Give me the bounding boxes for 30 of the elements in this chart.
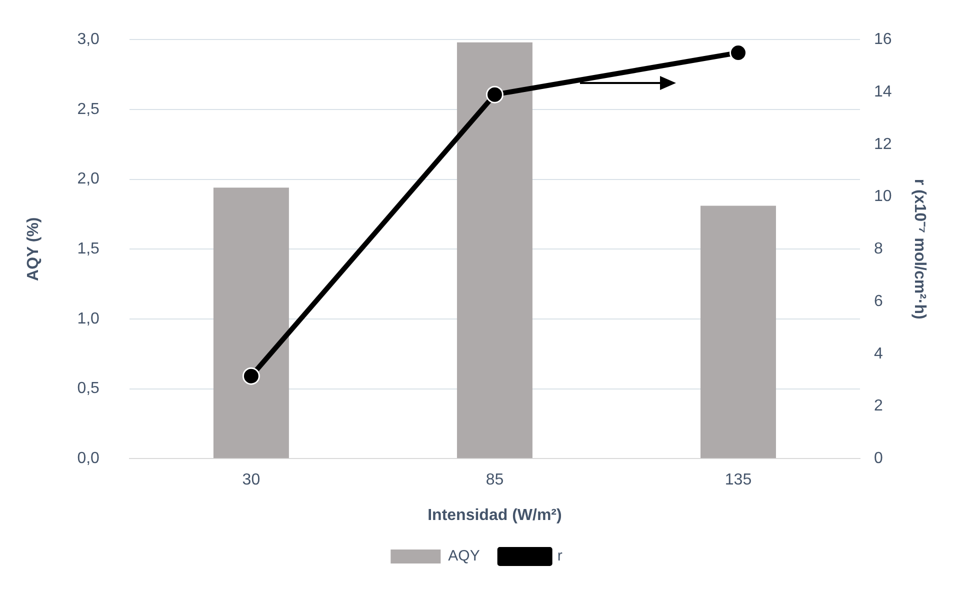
y-tick-label: 3,0 xyxy=(77,31,100,48)
y-tick-label: 0,5 xyxy=(77,380,100,398)
y2-tick-label: 4 xyxy=(874,345,884,362)
y2-tick-label: 6 xyxy=(874,292,884,310)
y-tick-label: 1,5 xyxy=(77,240,100,258)
x-axis-title: Intensidad (W/m²) xyxy=(428,506,562,524)
y-tick-label: 0,0 xyxy=(77,450,100,468)
bar xyxy=(456,42,532,458)
y2-tick-label: 12 xyxy=(874,136,892,153)
y2-axis-title: r (x10⁻⁷ mol/cm²·h) xyxy=(910,178,928,320)
point xyxy=(729,44,747,62)
point xyxy=(242,367,260,385)
x-tick-label: 30 xyxy=(242,472,260,489)
x-tick-label: 135 xyxy=(724,472,752,489)
y2-tick-label: 16 xyxy=(874,31,892,48)
y2-tick-label: 14 xyxy=(874,83,892,100)
y2-tick-label: 10 xyxy=(874,188,892,206)
y-tick-label: 1,0 xyxy=(77,310,100,328)
y-tick-label: 2,5 xyxy=(77,100,100,118)
y-tick-label: 2,0 xyxy=(77,170,100,188)
legend-label: AQY xyxy=(448,548,480,565)
point xyxy=(486,86,504,104)
bar xyxy=(213,188,289,458)
y2-tick-label: 0 xyxy=(874,450,884,468)
legend-label: r xyxy=(557,548,562,565)
y2-tick-label: 2 xyxy=(874,398,884,415)
y-axis-title: AQY (%) xyxy=(25,217,42,281)
y2-tick-label: 8 xyxy=(874,240,884,258)
x-tick-label: 85 xyxy=(486,472,504,489)
bar xyxy=(700,206,776,458)
